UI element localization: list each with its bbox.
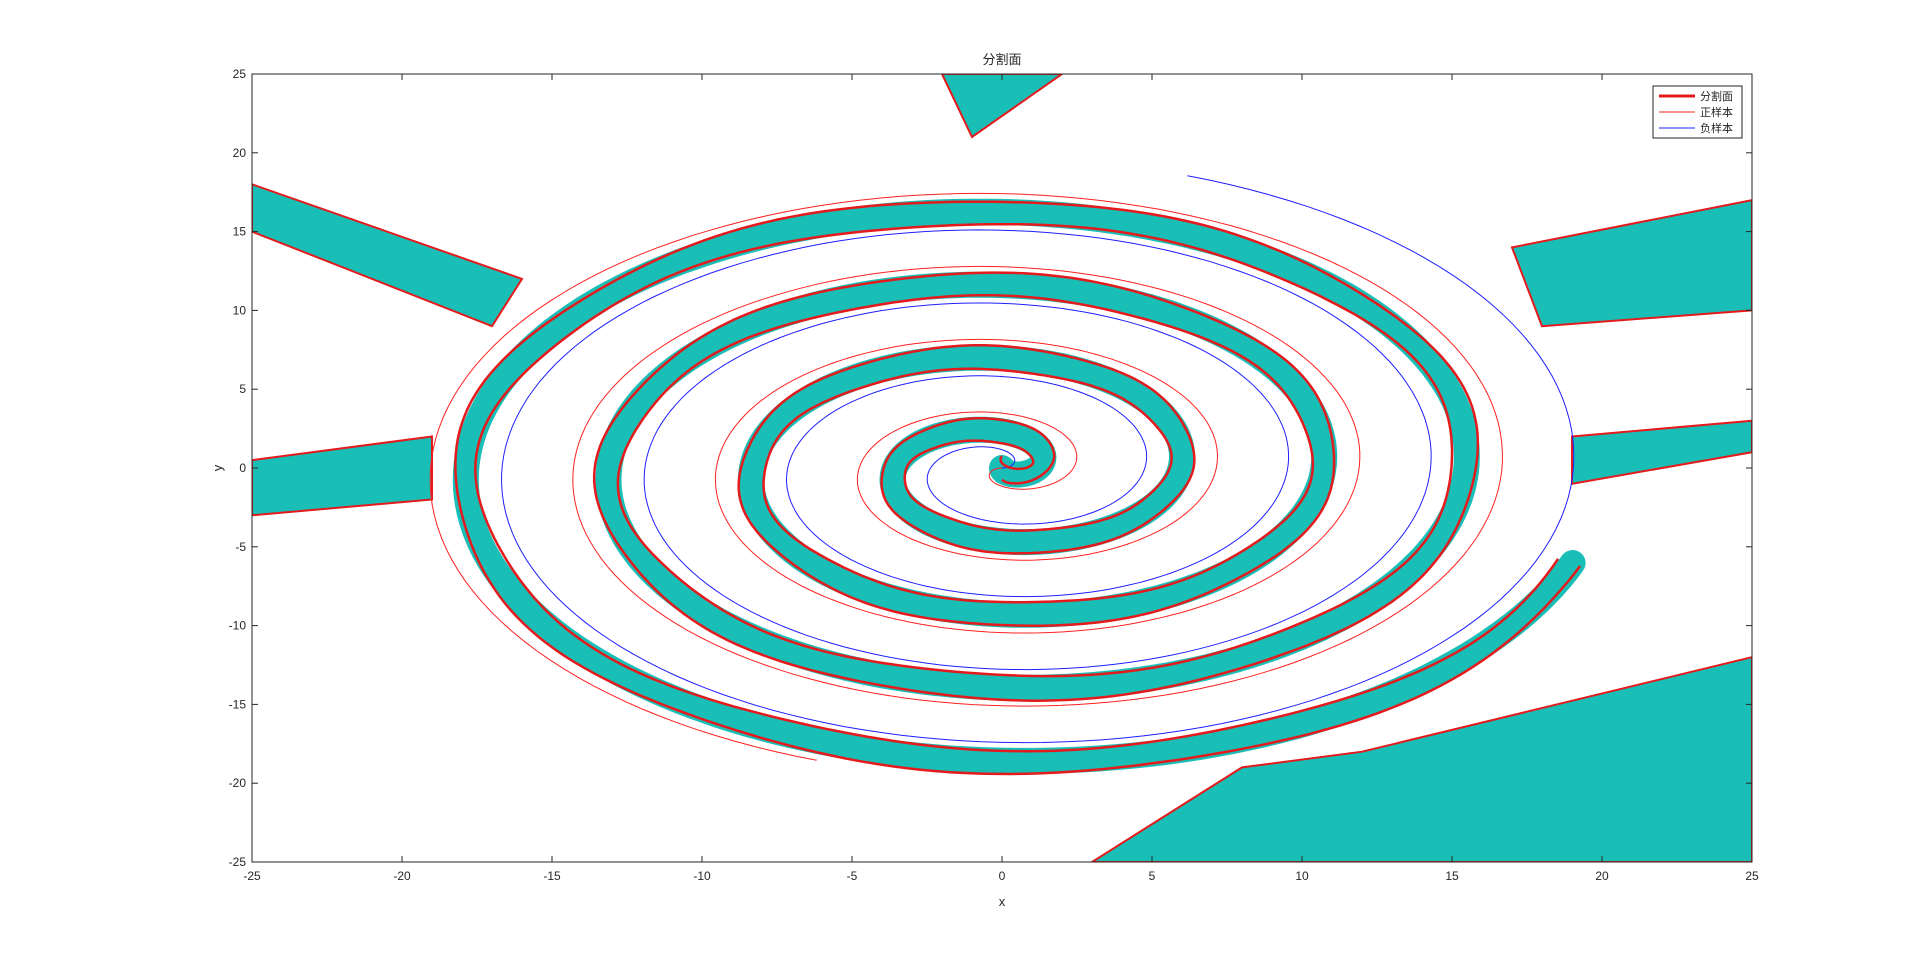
y-tick-label: 15 [233, 225, 247, 239]
y-tick-label: 10 [233, 303, 247, 317]
x-tick-label: 0 [999, 869, 1006, 883]
y-tick-label: -25 [229, 855, 247, 869]
y-axis: -25 -20 -15 -10 -5 0 5 10 15 20 25 [229, 67, 1752, 869]
x-axis-label: x [999, 894, 1006, 909]
region-arm [940, 74, 1064, 139]
y-tick-label: -5 [235, 540, 246, 554]
x-tick-label: 15 [1445, 869, 1459, 883]
y-tick-label: -15 [229, 697, 247, 711]
x-axis: -25 -20 -15 -10 -5 0 5 10 15 20 25 [243, 74, 1759, 883]
boundary-curve [474, 222, 1560, 753]
boundary-curve [454, 200, 1582, 776]
x-tick-label: 20 [1595, 869, 1609, 883]
region-arm [1090, 656, 1752, 862]
y-tick-label: 5 [239, 382, 246, 396]
x-tick-label: 10 [1295, 869, 1309, 883]
y-tick-label: 0 [239, 461, 246, 475]
legend-label-boundary: 分割面 [1700, 89, 1733, 103]
x-tick-label: 25 [1745, 869, 1759, 883]
legend[interactable]: 分割面 正样本 负样本 [1652, 85, 1743, 139]
y-tick-label: 25 [233, 67, 247, 81]
x-tick-label: -20 [393, 869, 411, 883]
region-arm [252, 183, 524, 328]
decision-boundary [454, 200, 1582, 776]
legend-label-positive: 正样本 [1700, 105, 1733, 119]
x-tick-label: -10 [693, 869, 711, 883]
x-tick-label: -25 [243, 869, 261, 883]
series-negative [501, 175, 1575, 744]
region-arm [1510, 199, 1752, 328]
y-tick-label: 20 [233, 146, 247, 160]
legend-label-negative: 负样本 [1700, 121, 1733, 135]
y-axis-label: y [210, 464, 225, 471]
region-arm [252, 435, 433, 517]
x-tick-label: -15 [543, 869, 561, 883]
y-tick-label: -10 [229, 619, 247, 633]
series-positive [429, 192, 1503, 761]
y-tick-label: -20 [229, 776, 247, 790]
region-band [452, 198, 1586, 774]
region-arm [1571, 419, 1752, 485]
chart-title: 分割面 [982, 52, 1021, 68]
x-tick-label: -5 [847, 869, 858, 883]
class-region-fill [252, 74, 1752, 862]
sample-spirals [429, 175, 1575, 761]
x-tick-label: 5 [1149, 869, 1156, 883]
